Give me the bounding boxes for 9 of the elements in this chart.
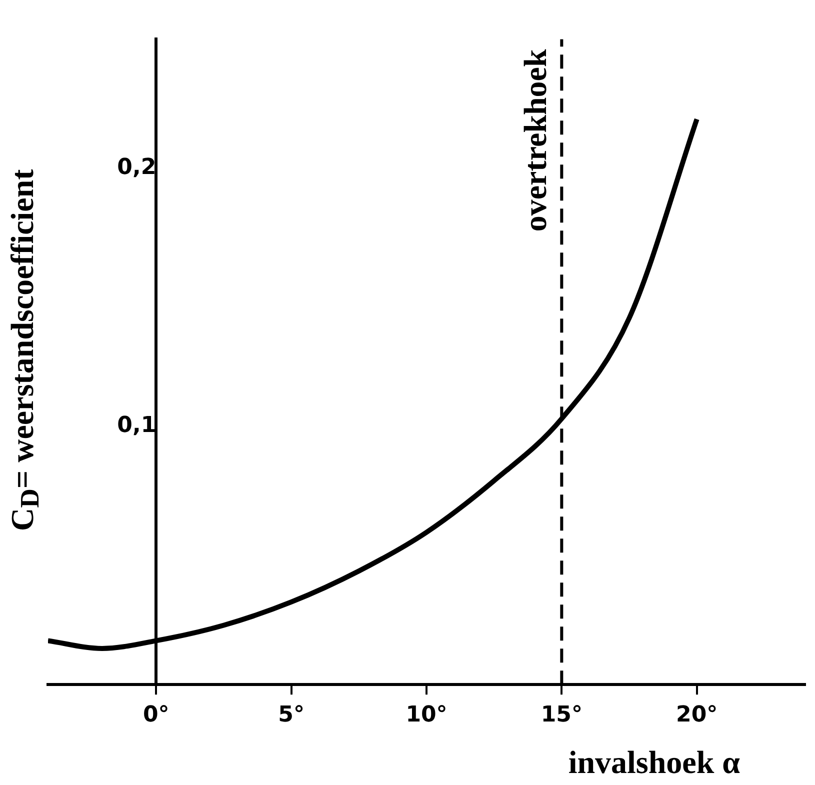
y-tick-label: 0,1 [117,413,156,438]
x-tick-label: 10° [406,702,448,728]
ref-line-label: overtrekhoek [516,48,553,232]
x-axis-title: invalshoek α [568,744,740,781]
y-tick-label: 0,2 [117,155,156,180]
x-tick-label: 20° [676,702,718,728]
x-tick-label: 15° [540,702,582,728]
x-tick-label: 5° [278,702,304,728]
x-tick-label: 0° [142,702,170,728]
